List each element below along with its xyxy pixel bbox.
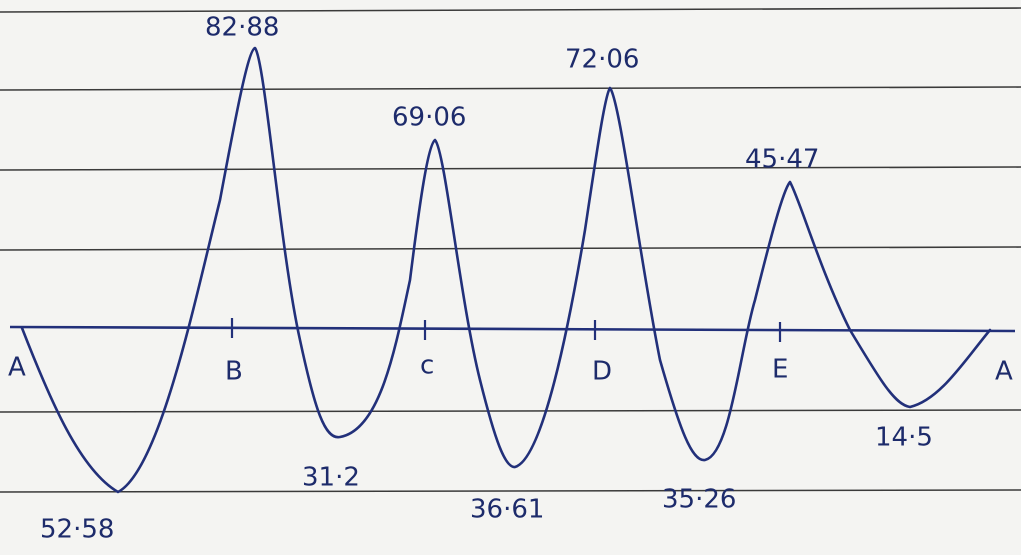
support-label: B [225, 357, 243, 387]
moment-label: 31·2 [302, 463, 360, 493]
moment-label: 69·06 [392, 103, 466, 133]
moment-label: 72·06 [565, 45, 639, 75]
support-label: D [592, 357, 612, 387]
moment-label: 14·5 [875, 423, 933, 453]
diagram: A B c D E A 52·58 82·88 31·2 69·06 36·61… [0, 0, 1021, 555]
moment-label: 45·47 [745, 145, 819, 175]
support-label: A [8, 353, 26, 383]
support-label: A [995, 357, 1013, 387]
support-label: c [420, 351, 434, 381]
moment-label: 35·26 [662, 485, 736, 515]
moment-label: 52·58 [40, 515, 114, 545]
paper [0, 0, 1021, 555]
moment-label: 82·88 [205, 13, 279, 43]
moment-label: 36·61 [470, 495, 544, 525]
support-label: E [772, 355, 788, 385]
